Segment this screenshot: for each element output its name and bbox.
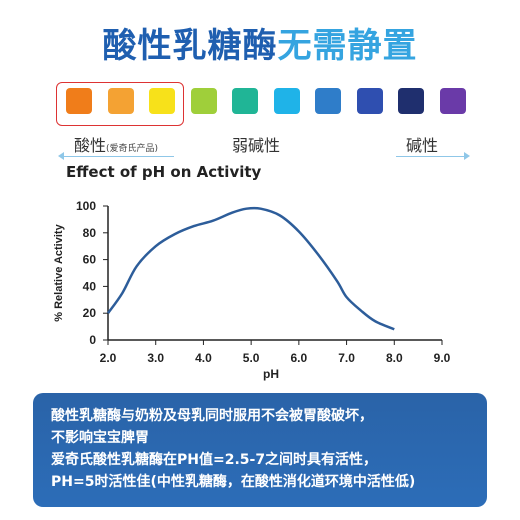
info-line-4: PH=5时活性佳(中性乳糖酶，在酸性消化道环境中活性低) [51, 474, 416, 490]
x-tick-label: 2.0 [100, 351, 117, 365]
title-part-2: 无需静置 [277, 26, 418, 66]
x-tick-label: 9.0 [434, 351, 451, 365]
acid-highlight-box [56, 82, 184, 126]
weak-base-label: 弱碱性 [232, 136, 281, 155]
ph-color-scale [58, 88, 468, 118]
acid-label: 酸性(爱奇氏产品) [74, 132, 158, 156]
info-line-2: 不影响宝宝脾胃 [51, 430, 149, 446]
color-swatch [232, 88, 258, 114]
x-tick-label: 6.0 [291, 351, 308, 365]
x-tick-label: 8.0 [386, 351, 403, 365]
y-tick-label: 40 [83, 279, 97, 293]
x-tick-label: 4.0 [195, 351, 212, 365]
base-arrow-head [464, 152, 470, 160]
base-label: 碱性 [406, 136, 439, 155]
info-line-1: 酸性乳糖酶与奶粉及母乳同时服用不会被胃酸破坏， [51, 408, 373, 424]
y-tick-label: 20 [83, 306, 97, 320]
acid-text: 酸性 [74, 136, 107, 155]
acid-note: (爱奇氏产品) [106, 144, 159, 154]
info-box: 酸性乳糖酶与奶粉及母乳同时服用不会被胃酸破坏， 不影响宝宝脾胃 爱奇氏酸性乳糖酶… [33, 393, 487, 507]
x-axis-label: pH [263, 367, 279, 381]
color-swatch [107, 88, 134, 114]
acid-arrow-head [58, 152, 64, 160]
y-axis-label: % Relative Activity [53, 223, 65, 321]
color-swatch [273, 88, 300, 114]
color-swatch [66, 88, 92, 114]
y-tick-label: 100 [76, 199, 96, 213]
ph-activity-chart: 2.0 3.0 4.0 5.0 6.0 7.0 8.0 9.0 0 20 40 60 80 100 pH % … [53, 199, 451, 381]
y-tick-label: 0 [89, 333, 96, 347]
x-tick-label: 5.0 [243, 351, 260, 365]
color-swatch [398, 88, 424, 114]
color-swatch [439, 88, 466, 114]
color-swatch [190, 88, 217, 114]
activity-line [106, 206, 395, 331]
base-arrow [396, 156, 466, 157]
x-tick-label: 7.0 [338, 351, 355, 365]
info-line-3: 爱奇氏酸性乳糖酶在PH值=2.5-7之间时具有活性， [51, 452, 378, 468]
x-tick-label: 3.0 [147, 351, 164, 365]
title-part-1: 酸性乳糖酶 [102, 26, 278, 66]
color-swatch [356, 88, 383, 114]
y-tick-label: 60 [83, 253, 97, 267]
color-swatch [149, 88, 175, 114]
y-tick-label: 80 [83, 226, 97, 240]
acid-arrow [62, 156, 174, 157]
color-swatch [315, 88, 341, 114]
page-title: 酸性乳糖酶无需静置 [0, 18, 520, 67]
chart-title: Effect of pH on Activity [66, 163, 262, 181]
